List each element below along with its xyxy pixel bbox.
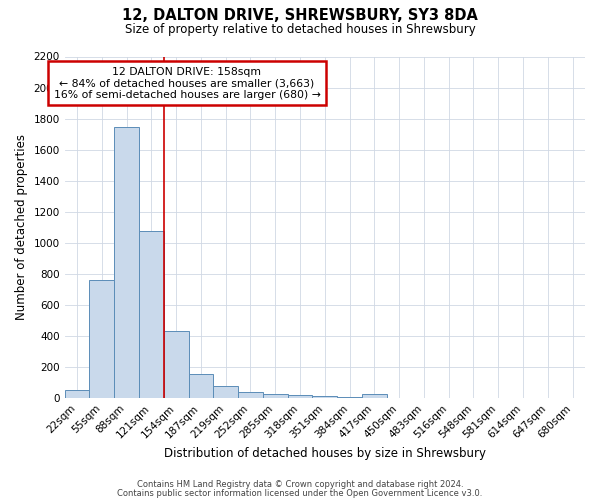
X-axis label: Distribution of detached houses by size in Shrewsbury: Distribution of detached houses by size … — [164, 447, 486, 460]
Bar — [139, 232, 164, 398]
Y-axis label: Number of detached properties: Number of detached properties — [15, 134, 28, 320]
Bar — [263, 394, 287, 398]
Bar — [238, 392, 263, 398]
Bar — [214, 386, 238, 398]
Bar — [188, 374, 214, 398]
Bar — [362, 394, 387, 398]
Bar — [89, 280, 114, 398]
Bar — [287, 395, 313, 398]
Text: Contains HM Land Registry data © Crown copyright and database right 2024.: Contains HM Land Registry data © Crown c… — [137, 480, 463, 489]
Text: 12 DALTON DRIVE: 158sqm
← 84% of detached houses are smaller (3,663)
16% of semi: 12 DALTON DRIVE: 158sqm ← 84% of detache… — [53, 67, 320, 100]
Text: Size of property relative to detached houses in Shrewsbury: Size of property relative to detached ho… — [125, 22, 475, 36]
Text: 12, DALTON DRIVE, SHREWSBURY, SY3 8DA: 12, DALTON DRIVE, SHREWSBURY, SY3 8DA — [122, 8, 478, 22]
Bar — [164, 330, 188, 398]
Bar — [114, 127, 139, 398]
Bar — [65, 390, 89, 398]
Text: Contains public sector information licensed under the Open Government Licence v3: Contains public sector information licen… — [118, 488, 482, 498]
Bar — [313, 396, 337, 398]
Bar — [337, 397, 362, 398]
